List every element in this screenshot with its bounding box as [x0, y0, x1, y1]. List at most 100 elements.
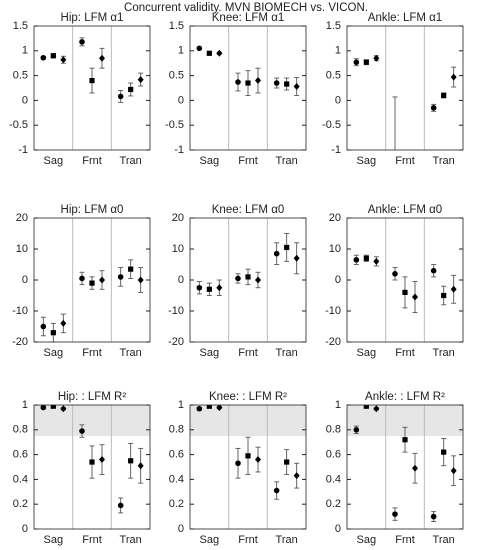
marker — [89, 280, 95, 286]
marker — [40, 54, 47, 61]
y-tick-label: 0 — [335, 274, 341, 286]
marker — [99, 456, 105, 464]
x-tick-label: Sag — [357, 347, 377, 359]
y-tick-label: 0.5 — [169, 70, 184, 82]
subplot-title: Hip: : LFM R² — [58, 391, 127, 403]
y-tick-label: 0 — [335, 94, 341, 106]
y-tick-label: 10 — [172, 243, 184, 255]
reference-band — [34, 405, 150, 436]
x-tick-label: Frnt — [395, 534, 415, 546]
y-tick-label: 0.2 — [169, 498, 184, 510]
y-tick-label: 20 — [329, 212, 341, 224]
x-tick-label: Tran — [433, 347, 455, 359]
marker — [373, 405, 380, 413]
x-tick-label: Tran — [276, 534, 298, 546]
y-tick-label: -0.5 — [322, 119, 341, 131]
x-tick-label: Tran — [120, 347, 142, 359]
y-tick-label: 0.4 — [13, 473, 28, 485]
marker — [245, 80, 251, 86]
marker — [206, 405, 212, 409]
marker — [196, 284, 203, 291]
y-tick-label: 0 — [178, 523, 184, 535]
points — [196, 405, 300, 500]
y-tick-label: 1 — [178, 399, 184, 411]
x-tick-label: Frnt — [395, 347, 415, 359]
marker — [450, 73, 457, 81]
y-tick-label: 20 — [16, 212, 28, 224]
x-tick-label: Sag — [200, 347, 220, 359]
marker — [284, 244, 290, 251]
points — [196, 45, 300, 96]
y-tick-label: 0.6 — [326, 449, 341, 461]
axes-frame — [33, 217, 151, 343]
subplot: Knee: : LFM R² 0 0.2 0.4 0.6 0.8 1 Sag Frnt Tran — [169, 391, 307, 546]
x-tick-label: Tran — [120, 534, 142, 546]
x-tick-label: Tran — [276, 155, 298, 167]
marker — [235, 275, 241, 282]
subplot-title: Ankle: LFM α0 — [368, 204, 442, 216]
y-tick-label: 0.8 — [13, 424, 28, 436]
marker — [441, 292, 447, 299]
points — [40, 37, 144, 103]
marker — [450, 285, 457, 293]
marker — [235, 79, 241, 85]
marker — [363, 255, 369, 261]
x-tick-label: Tran — [120, 155, 142, 167]
subplot: Ankle: LFM α0 -20 -10 0 10 20 Sag Frnt Tran — [325, 204, 464, 359]
subplot: Knee: LFM α1 -1 -0.5 0 0.5 1 1.5 Sag Frnt Tran — [165, 12, 307, 167]
figure-title: Concurrent validity. MVN BIOMECH vs. VIC… — [124, 2, 368, 14]
points — [40, 405, 144, 514]
y-tick-label: -20 — [168, 336, 184, 348]
marker — [273, 250, 280, 257]
subplot: Hip: : LFM R² 0 0.2 0.4 0.6 0.8 1 Sag Frnt Tran — [13, 391, 151, 546]
marker — [245, 453, 251, 459]
marker — [128, 266, 134, 272]
axes-frame — [346, 25, 464, 151]
subplot: Ankle: LFM α1 -1 -0.5 0 0.5 1 1.5 Sag Frnt Tran — [322, 12, 464, 167]
y-tick-label: 0.2 — [13, 498, 28, 510]
marker — [128, 86, 134, 93]
y-tick-label: 0 — [178, 274, 184, 286]
marker — [353, 427, 360, 433]
marker — [206, 286, 212, 292]
points — [353, 405, 457, 523]
y-tick-label: 0.8 — [169, 424, 184, 436]
y-tick-label: -0.5 — [9, 119, 28, 131]
axes-frame — [33, 25, 151, 151]
y-tick-label: 0 — [178, 94, 184, 106]
x-tick-label: Tran — [433, 534, 455, 546]
marker — [40, 405, 47, 411]
marker — [60, 56, 67, 64]
marker — [50, 53, 56, 59]
marker — [373, 54, 380, 62]
marker — [430, 105, 437, 111]
x-tick-label: Frnt — [238, 534, 258, 546]
axes-frame — [346, 404, 464, 530]
marker — [363, 59, 369, 65]
points — [40, 259, 144, 342]
marker — [255, 276, 261, 284]
marker — [137, 462, 144, 470]
x-tick-label: Sag — [357, 155, 377, 167]
y-tick-label: 0.5 — [326, 70, 341, 82]
marker — [117, 93, 124, 100]
marker — [441, 449, 447, 455]
marker — [99, 54, 105, 62]
marker — [40, 323, 47, 330]
marker — [284, 459, 290, 465]
x-tick-label: Tran — [276, 347, 298, 359]
y-tick-label: -10 — [168, 305, 184, 317]
y-tick-label: 0.6 — [169, 449, 184, 461]
marker — [430, 513, 437, 520]
marker — [60, 319, 67, 327]
x-tick-label: Sag — [200, 534, 220, 546]
y-tick-label: 0.6 — [13, 449, 28, 461]
y-tick-label: 10 — [329, 243, 341, 255]
marker — [79, 275, 85, 282]
marker — [293, 472, 300, 480]
x-tick-label: Frnt — [82, 347, 102, 359]
y-tick-label: 1 — [335, 45, 341, 57]
y-tick-label: -1 — [174, 144, 184, 156]
marker — [450, 467, 457, 475]
